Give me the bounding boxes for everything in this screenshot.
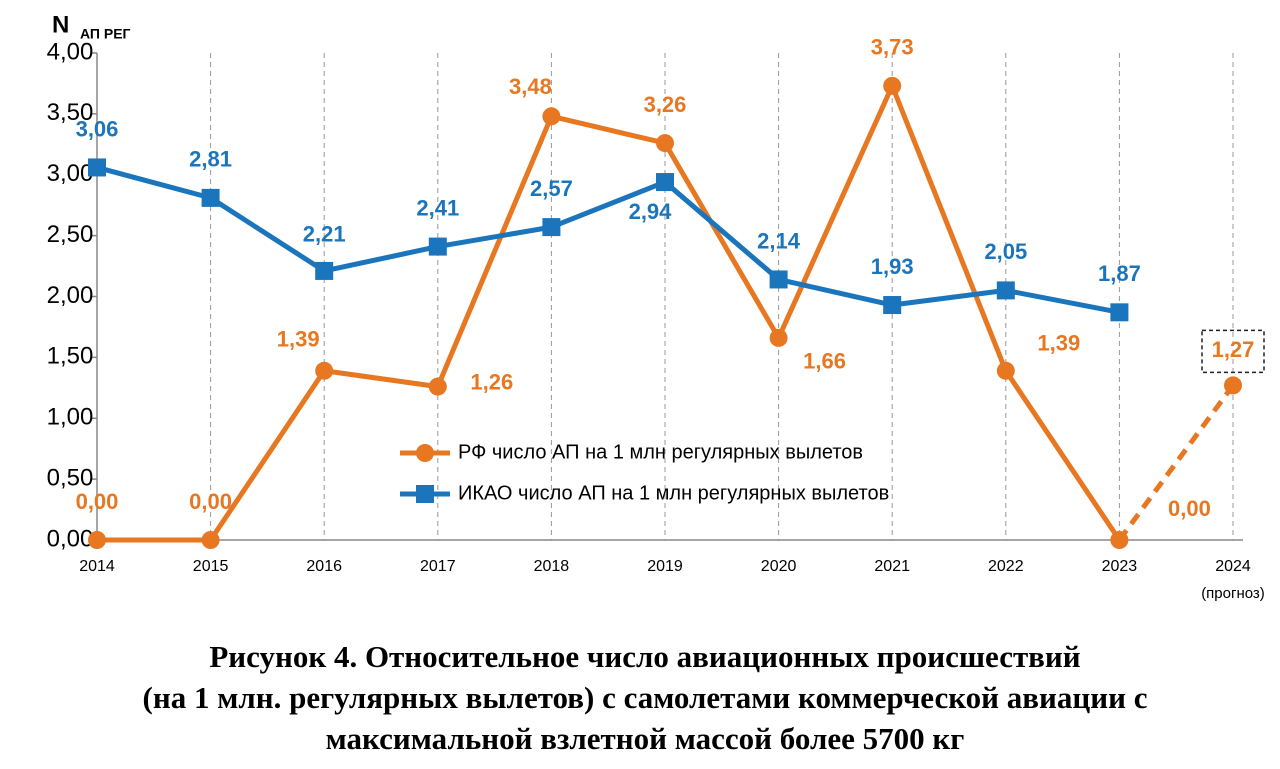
value-label: 1,26	[470, 369, 513, 394]
marker	[656, 134, 674, 153]
value-label: 3,73	[871, 35, 914, 60]
y-tick-label: 4,00	[47, 38, 94, 65]
value-label: 0,00	[76, 489, 119, 514]
x-tick-label: 2018	[534, 558, 570, 575]
legend-label: ИКАО число АП на 1 млн регулярных вылето…	[458, 482, 889, 504]
value-label: 3,48	[509, 74, 552, 99]
caption-line: (на 1 млн. регулярных вылетов) с самолет…	[143, 680, 1148, 715]
value-label: 3,06	[76, 116, 119, 141]
value-label: 1,27	[1212, 337, 1255, 362]
value-label: 2,14	[757, 228, 801, 253]
marker	[996, 281, 1015, 300]
y-axis-label-sub: АП РЕГ	[80, 26, 131, 42]
marker	[996, 361, 1015, 380]
series-line	[96, 165, 1120, 315]
y-tick-label: 1,00	[47, 404, 94, 431]
x-tick-label: 2021	[874, 558, 910, 575]
marker	[428, 377, 447, 396]
marker	[428, 237, 447, 256]
y-tick-label: 1,50	[47, 343, 94, 370]
x-tick-label: 2016	[306, 558, 342, 575]
y-tick-label: 3,00	[47, 160, 94, 187]
marker	[1110, 303, 1129, 322]
marker	[542, 107, 561, 126]
marker	[88, 531, 106, 549]
marker	[1224, 376, 1242, 395]
marker	[1110, 531, 1129, 549]
x-tick-label: 2020	[761, 558, 797, 575]
x-tick-label: 2019	[647, 558, 683, 575]
marker	[883, 76, 902, 95]
value-label: 2,41	[416, 195, 459, 220]
y-tick-label: 2,00	[47, 282, 94, 309]
marker	[769, 328, 788, 347]
marker	[201, 188, 220, 207]
x-tick-label: 2015	[193, 558, 229, 575]
y-tick-label: 3,50	[47, 99, 94, 126]
y-axis-label: N	[52, 11, 69, 38]
marker	[88, 158, 106, 177]
x-tick-label: 2022	[988, 558, 1024, 575]
value-label: 1,66	[803, 349, 846, 374]
marker	[883, 296, 902, 315]
legend-marker	[416, 485, 434, 503]
caption-line: Рисунок 4. Относительное число авиационн…	[209, 639, 1080, 674]
x-tick-label: 2017	[420, 558, 456, 575]
value-label: 1,39	[1037, 331, 1080, 356]
legend-label: РФ число АП на 1 млн регулярных вылетов	[458, 441, 863, 463]
marker	[769, 270, 788, 289]
value-label: 1,39	[277, 327, 320, 352]
marker	[315, 361, 334, 380]
series-line	[97, 83, 1122, 543]
x-tick-label: 2023	[1102, 558, 1138, 575]
value-label: 2,81	[189, 147, 232, 172]
y-tick-label: 0,50	[47, 464, 94, 491]
x-tick-label: 2024	[1215, 558, 1251, 575]
value-label: 3,26	[644, 92, 687, 117]
value-label: 0,00	[1168, 496, 1211, 521]
y-tick-label: 2,50	[47, 221, 94, 248]
marker	[656, 173, 674, 192]
value-label: 0,00	[189, 489, 232, 514]
value-label: 1,87	[1098, 261, 1141, 286]
value-label: 1,93	[871, 254, 914, 279]
x-tick-label: 2014	[79, 558, 115, 575]
caption-line: максимальной взлетной массой более 5700 …	[326, 721, 965, 756]
value-label: 2,94	[629, 199, 673, 224]
value-label: 2,21	[303, 222, 346, 247]
y-tick-label: 0,00	[47, 525, 94, 552]
forecast-line	[1117, 383, 1236, 542]
marker	[201, 531, 220, 549]
forecast-box	[1201, 329, 1265, 374]
legend-marker	[416, 444, 434, 462]
marker	[542, 218, 561, 237]
value-label: 2,05	[984, 239, 1027, 264]
marker	[315, 261, 334, 280]
forecast-note: (прогноз)	[1201, 585, 1265, 602]
value-label: 2,57	[530, 176, 573, 201]
